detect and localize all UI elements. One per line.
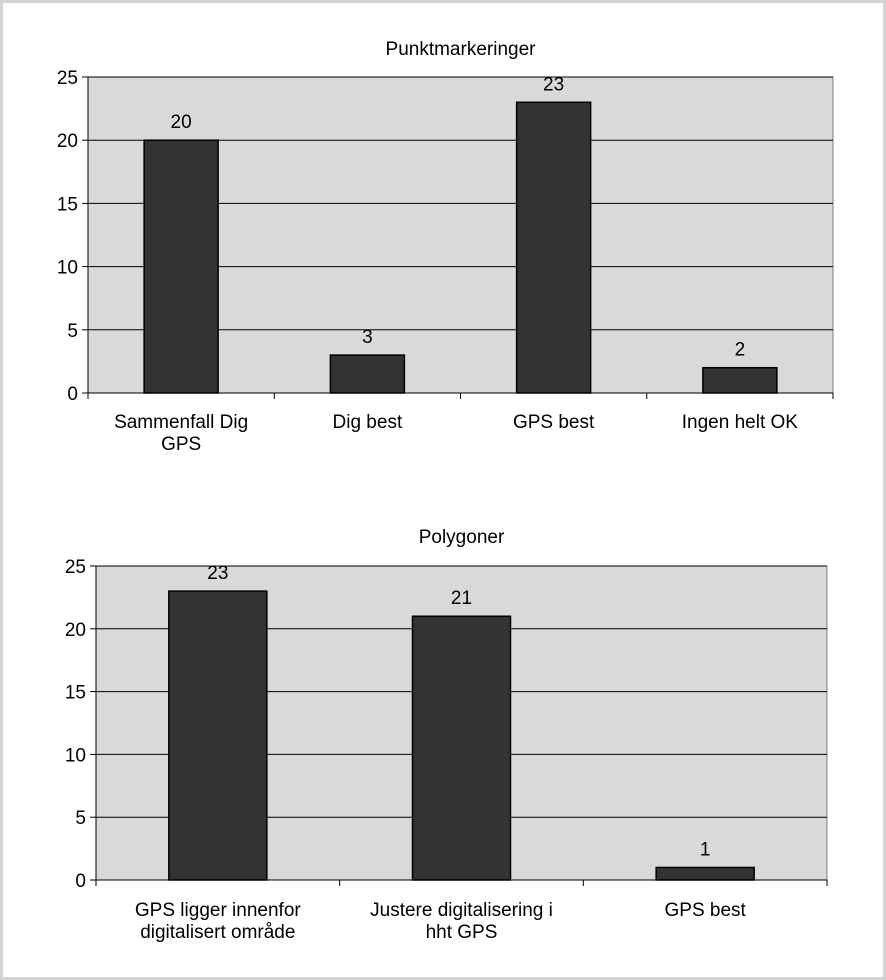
x-tick-label-line: Justere digitalisering i	[370, 900, 553, 921]
data-label: 23	[207, 563, 228, 584]
x-tick-label-line: Sammenfall Dig	[114, 412, 248, 433]
data-label: 20	[171, 112, 192, 133]
y-tick-label: 25	[65, 557, 86, 578]
x-tick-label: Ingen helt OK	[682, 412, 799, 433]
x-tick-label-line: GPS	[161, 434, 201, 455]
data-label: 23	[543, 74, 564, 95]
y-tick-label: 0	[75, 871, 86, 892]
x-tick-label: GPS best	[665, 900, 747, 921]
x-tick-label-line: Ingen helt OK	[682, 412, 799, 433]
y-tick-label: 5	[75, 808, 86, 829]
bar	[143, 139, 219, 394]
y-tick-label: 15	[57, 194, 78, 215]
x-tick-label-line: hht GPS	[426, 922, 498, 943]
x-tick-label-line: GPS best	[513, 412, 595, 433]
bar	[655, 866, 755, 881]
chart-title: Punktmarkeringer	[386, 39, 537, 60]
bar	[702, 366, 778, 394]
y-tick-label: 20	[65, 620, 86, 641]
x-tick-label: Sammenfall Dig GPS	[114, 412, 248, 455]
x-tick-label: GPS ligger innenfor digitalisert område	[135, 900, 301, 943]
x-tick-label: Dig best	[333, 412, 403, 433]
data-label: 3	[362, 327, 373, 348]
data-label: 21	[451, 588, 472, 609]
y-tick-label: 25	[57, 68, 78, 89]
y-tick-label: 15	[65, 683, 86, 704]
chart-title: Polygoner	[419, 527, 505, 548]
y-tick-label: 20	[57, 131, 78, 152]
x-tick-label-line: GPS ligger innenfor	[135, 900, 301, 921]
chart-2: Polygoner 0 5 10 15 20 25 23 GPS ligger innenfor…	[65, 527, 828, 943]
bar	[168, 590, 268, 881]
bar	[329, 354, 406, 394]
y-tick-label: 10	[57, 258, 78, 279]
x-tick-label: GPS best	[513, 412, 595, 433]
x-tick-label: Justere digitalisering i hht GPS	[370, 900, 553, 943]
data-label: 1	[700, 839, 711, 860]
y-tick-label: 10	[65, 745, 86, 766]
chart-1: Punktmarkeringer 0 5 10 15 20 25 20 Sammenfall D…	[57, 39, 834, 455]
bar	[411, 615, 512, 881]
y-tick-label: 0	[67, 384, 78, 405]
x-tick-label-line: GPS best	[665, 900, 747, 921]
bar	[515, 101, 592, 394]
x-tick-label-line: Dig best	[333, 412, 403, 433]
x-tick-label-line: digitalisert område	[140, 922, 295, 943]
y-tick-label: 5	[67, 321, 78, 342]
data-label: 2	[735, 340, 746, 361]
